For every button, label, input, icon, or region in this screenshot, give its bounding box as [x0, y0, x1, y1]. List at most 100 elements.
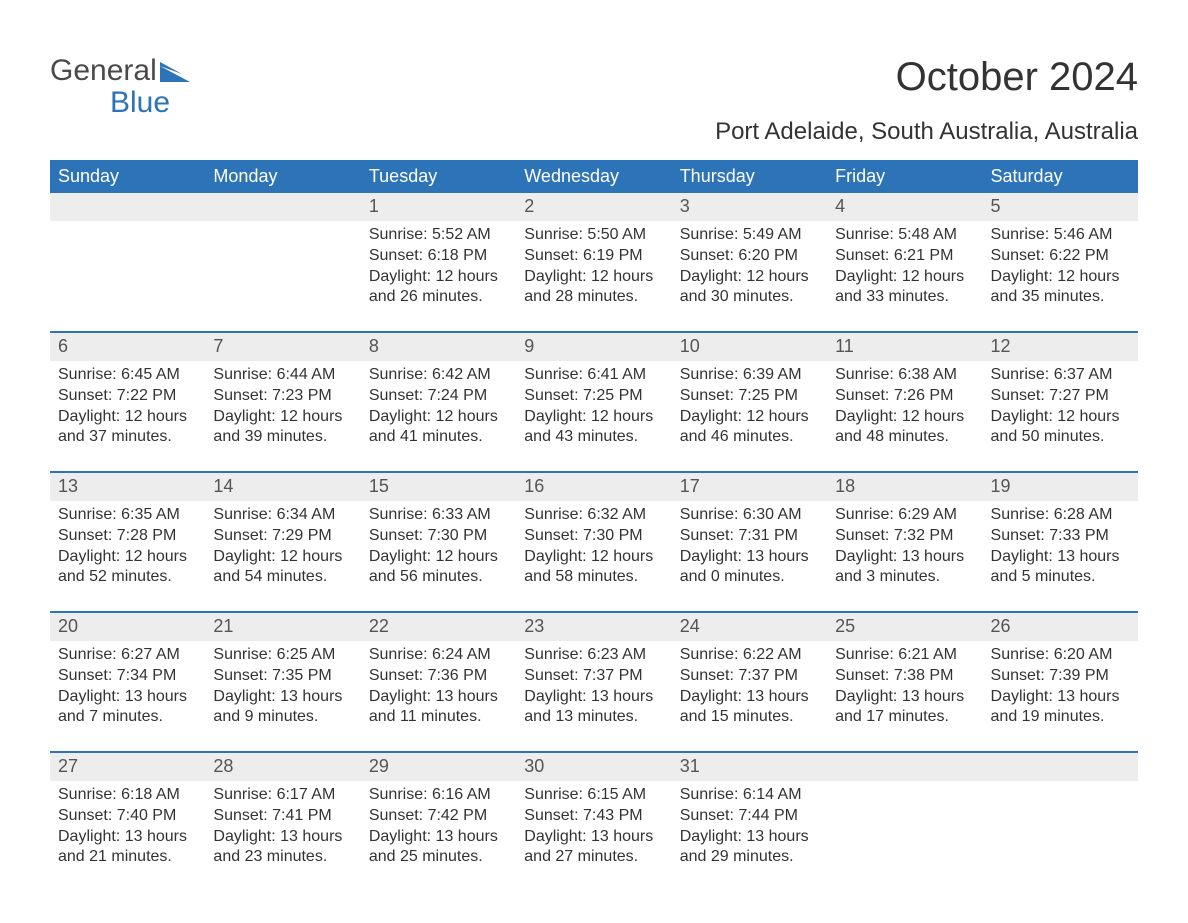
daylight-label: Daylight: — [58, 688, 120, 705]
sunset-line: Sunset: 7:44 PM — [680, 806, 819, 827]
sunrise-line: Sunrise: 6:39 AM — [680, 365, 819, 386]
calendar-cell: 1Sunrise: 5:52 AMSunset: 6:18 PMDaylight… — [361, 193, 516, 313]
location-subtitle: Port Adelaide, South Australia, Australi… — [715, 118, 1138, 146]
daylight-label: Daylight: — [680, 268, 742, 285]
sunset-line: Sunset: 7:22 PM — [58, 386, 197, 407]
daylight-line: Daylight: 12 hours and 41 minutes. — [369, 407, 508, 449]
sunset-line: Sunset: 7:25 PM — [680, 386, 819, 407]
day-number: 14 — [205, 473, 360, 501]
day-number: 22 — [361, 613, 516, 641]
day-details: Sunrise: 6:35 AMSunset: 7:28 PMDaylight:… — [50, 501, 205, 588]
sunset-label: Sunset: — [58, 527, 112, 544]
sunrise-value: 6:23 AM — [587, 646, 646, 663]
sunset-value: 7:22 PM — [117, 387, 177, 404]
sunrise-line: Sunrise: 6:21 AM — [835, 645, 974, 666]
sunset-label: Sunset: — [835, 527, 889, 544]
sunset-line: Sunset: 7:23 PM — [213, 386, 352, 407]
day-number — [205, 193, 360, 221]
sunrise-value: 6:28 AM — [1054, 506, 1113, 523]
daylight-line: Daylight: 12 hours and 33 minutes. — [835, 267, 974, 309]
daylight-line: Daylight: 13 hours and 0 minutes. — [680, 547, 819, 589]
day-details: Sunrise: 6:27 AMSunset: 7:34 PMDaylight:… — [50, 641, 205, 728]
calendar-cell: 12Sunrise: 6:37 AMSunset: 7:27 PMDayligh… — [983, 333, 1138, 453]
sunset-line: Sunset: 7:40 PM — [58, 806, 197, 827]
sunrise-line: Sunrise: 6:37 AM — [991, 365, 1130, 386]
day-details: Sunrise: 6:42 AMSunset: 7:24 PMDaylight:… — [361, 361, 516, 448]
daylight-line: Daylight: 12 hours and 52 minutes. — [58, 547, 197, 589]
sunrise-line: Sunrise: 6:42 AM — [369, 365, 508, 386]
calendar-cell: 2Sunrise: 5:50 AMSunset: 6:19 PMDaylight… — [516, 193, 671, 313]
sunset-label: Sunset: — [680, 667, 734, 684]
daylight-line: Daylight: 13 hours and 21 minutes. — [58, 827, 197, 869]
sunset-value: 7:30 PM — [583, 527, 643, 544]
daylight-label: Daylight: — [58, 828, 120, 845]
sunrise-label: Sunrise: — [369, 506, 428, 523]
calendar-cell-empty — [983, 753, 1138, 873]
calendar-cell: 14Sunrise: 6:34 AMSunset: 7:29 PMDayligh… — [205, 473, 360, 593]
calendar-cell-empty — [827, 753, 982, 873]
sunset-label: Sunset: — [680, 527, 734, 544]
sunrise-line: Sunrise: 6:24 AM — [369, 645, 508, 666]
daylight-line: Daylight: 13 hours and 15 minutes. — [680, 687, 819, 729]
sunset-value: 7:26 PM — [894, 387, 954, 404]
daylight-line: Daylight: 13 hours and 5 minutes. — [991, 547, 1130, 589]
day-details: Sunrise: 6:33 AMSunset: 7:30 PMDaylight:… — [361, 501, 516, 588]
sunrise-label: Sunrise: — [524, 226, 583, 243]
sunset-label: Sunset: — [58, 387, 112, 404]
daylight-label: Daylight: — [524, 268, 586, 285]
daylight-line: Daylight: 13 hours and 9 minutes. — [213, 687, 352, 729]
calendar-grid: SundayMondayTuesdayWednesdayThursdayFrid… — [50, 160, 1138, 873]
daylight-line: Daylight: 12 hours and 35 minutes. — [991, 267, 1130, 309]
day-details: Sunrise: 6:18 AMSunset: 7:40 PMDaylight:… — [50, 781, 205, 868]
dayname-sunday: Sunday — [50, 160, 205, 193]
daylight-label: Daylight: — [835, 408, 897, 425]
sunrise-value: 5:50 AM — [587, 226, 646, 243]
day-number — [50, 193, 205, 221]
sunrise-label: Sunrise: — [680, 786, 739, 803]
calendar-cell: 18Sunrise: 6:29 AMSunset: 7:32 PMDayligh… — [827, 473, 982, 593]
calendar-cell: 26Sunrise: 6:20 AMSunset: 7:39 PMDayligh… — [983, 613, 1138, 733]
daylight-label: Daylight: — [524, 548, 586, 565]
sunrise-value: 6:44 AM — [277, 366, 336, 383]
sunset-value: 7:23 PM — [272, 387, 332, 404]
sunset-label: Sunset: — [524, 247, 578, 264]
day-details: Sunrise: 6:38 AMSunset: 7:26 PMDaylight:… — [827, 361, 982, 448]
sunrise-line: Sunrise: 6:18 AM — [58, 785, 197, 806]
sunrise-value: 6:32 AM — [587, 506, 646, 523]
sunrise-label: Sunrise: — [213, 786, 272, 803]
daylight-line: Daylight: 13 hours and 11 minutes. — [369, 687, 508, 729]
sunset-value: 7:28 PM — [117, 527, 177, 544]
sunrise-line: Sunrise: 5:46 AM — [991, 225, 1130, 246]
sunrise-label: Sunrise: — [991, 646, 1050, 663]
daylight-label: Daylight: — [680, 408, 742, 425]
calendar-cell: 24Sunrise: 6:22 AMSunset: 7:37 PMDayligh… — [672, 613, 827, 733]
sunset-value: 7:37 PM — [583, 667, 643, 684]
calendar-cell: 9Sunrise: 6:41 AMSunset: 7:25 PMDaylight… — [516, 333, 671, 453]
day-details: Sunrise: 6:15 AMSunset: 7:43 PMDaylight:… — [516, 781, 671, 868]
sunset-label: Sunset: — [991, 387, 1045, 404]
sunset-line: Sunset: 7:33 PM — [991, 526, 1130, 547]
sunset-line: Sunset: 7:42 PM — [369, 806, 508, 827]
sunset-line: Sunset: 7:29 PM — [213, 526, 352, 547]
month-title: October 2024 — [715, 55, 1138, 100]
calendar-cell: 5Sunrise: 5:46 AMSunset: 6:22 PMDaylight… — [983, 193, 1138, 313]
sunset-label: Sunset: — [369, 667, 423, 684]
sunset-value: 7:29 PM — [272, 527, 332, 544]
sunset-label: Sunset: — [524, 807, 578, 824]
sunrise-label: Sunrise: — [213, 366, 272, 383]
calendar-cell: 15Sunrise: 6:33 AMSunset: 7:30 PMDayligh… — [361, 473, 516, 593]
sunrise-value: 5:46 AM — [1054, 226, 1113, 243]
sunrise-line: Sunrise: 5:52 AM — [369, 225, 508, 246]
sunrise-value: 6:37 AM — [1054, 366, 1113, 383]
day-number: 29 — [361, 753, 516, 781]
daylight-label: Daylight: — [524, 408, 586, 425]
sunrise-label: Sunrise: — [524, 506, 583, 523]
sunset-line: Sunset: 7:34 PM — [58, 666, 197, 687]
sunset-line: Sunset: 7:38 PM — [835, 666, 974, 687]
day-number: 27 — [50, 753, 205, 781]
sunrise-value: 6:22 AM — [743, 646, 802, 663]
sunset-line: Sunset: 7:30 PM — [524, 526, 663, 547]
sunrise-label: Sunrise: — [213, 506, 272, 523]
sunset-label: Sunset: — [213, 807, 267, 824]
day-details: Sunrise: 6:14 AMSunset: 7:44 PMDaylight:… — [672, 781, 827, 868]
